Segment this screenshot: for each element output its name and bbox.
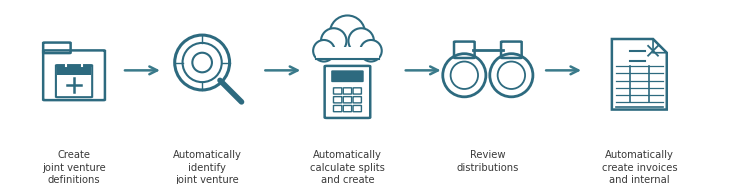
FancyBboxPatch shape	[332, 71, 363, 81]
Ellipse shape	[348, 28, 374, 54]
Text: Review
distributions: Review distributions	[457, 150, 519, 173]
Ellipse shape	[329, 15, 365, 51]
FancyBboxPatch shape	[56, 65, 92, 97]
Text: Automatically
create invoices
and internal
transfer journals
of distributed
cost: Automatically create invoices and intern…	[593, 150, 685, 184]
Text: Automatically
calculate splits
and create
distributions: Automatically calculate splits and creat…	[310, 150, 385, 184]
Ellipse shape	[321, 28, 347, 54]
FancyBboxPatch shape	[57, 66, 90, 75]
Ellipse shape	[360, 40, 382, 61]
Text: Create
joint venture
definitions: Create joint venture definitions	[42, 150, 106, 184]
Text: Automatically
identify
joint venture
transactions: Automatically identify joint venture tra…	[173, 150, 241, 184]
FancyBboxPatch shape	[316, 47, 379, 59]
Ellipse shape	[313, 40, 335, 61]
